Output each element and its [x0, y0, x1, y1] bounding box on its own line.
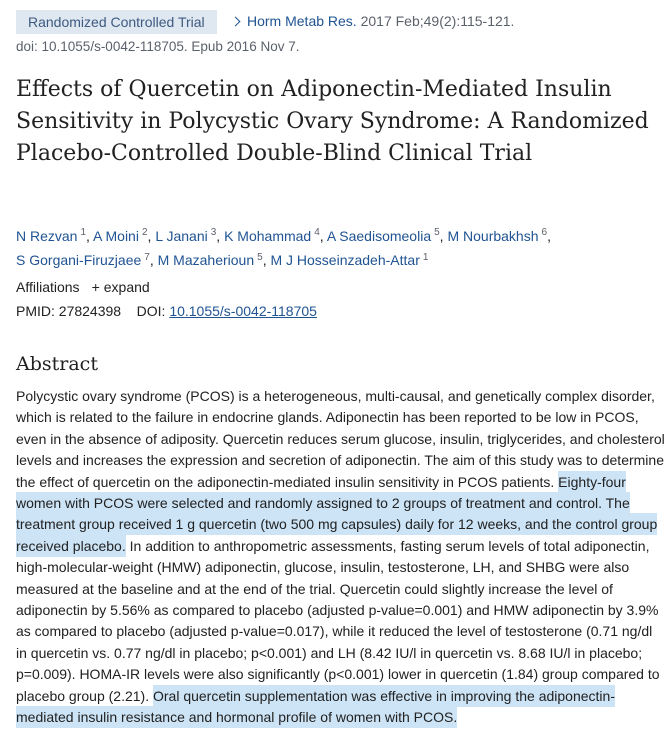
affiliation-number[interactable]: 5 [434, 227, 440, 238]
affiliation-number[interactable]: 5 [257, 251, 263, 263]
author-name[interactable]: A Moini [93, 227, 139, 244]
affiliations-label: Affiliations [16, 279, 80, 295]
author-name[interactable]: A Saedisomeolia [326, 227, 432, 244]
chevron-icon [230, 16, 241, 27]
separator: , [547, 227, 551, 244]
affiliation-number[interactable]: 4 [314, 227, 320, 238]
doi-link[interactable]: 10.1055/s-0042-118705 [169, 303, 317, 319]
author-name[interactable]: M Nourbakhsh [447, 227, 539, 244]
plus-icon[interactable]: + [91, 279, 100, 295]
affiliation-number[interactable]: 3 [210, 227, 217, 238]
author-name[interactable]: M J Hosseinzadeh-Attar [270, 252, 420, 269]
separator: , [147, 227, 152, 244]
article-title: Effects of Quercetin on Adiponectin-Medi… [16, 77, 649, 166]
separator: , [149, 252, 154, 269]
author: M J Hosseinzadeh-Attar 1 [270, 251, 429, 269]
citation: 2017 Feb;49(2):115-121. [360, 13, 515, 29]
separator: , [216, 227, 221, 244]
author: S Gorgani-Firuzjaee 7, [16, 251, 154, 269]
affiliation-number[interactable]: 6 [541, 227, 548, 238]
journal-citation: Horm Metab Res. 2017 Feb;49(2):115-121. [230, 12, 515, 30]
abstract-segment: Polycystic ovary syndrome (PCOS) is a he… [16, 388, 665, 490]
expand-button[interactable]: expand [103, 279, 150, 295]
author: A Moini 2, [93, 227, 152, 244]
separator: , [319, 227, 324, 244]
author: M Nourbakhsh 6, [447, 227, 551, 244]
author-name[interactable]: L Janani [155, 227, 208, 244]
article-type-badge: Randomized Controlled Trial [16, 10, 217, 34]
pmid-label: PMID: [16, 303, 55, 319]
author: L Janani 3, [155, 227, 221, 244]
author-name[interactable]: N Rezvan [16, 227, 78, 244]
author: A Saedisomeolia 5, [326, 227, 444, 244]
identifiers: PMID: 27824398 DOI: 10.1055/s-0042-11870… [16, 302, 317, 320]
abstract-text: Polycystic ovary syndrome (PCOS) is a he… [16, 386, 666, 729]
abstract-segment: In addition to anthropometric assessment… [16, 537, 660, 704]
affiliation-number[interactable]: 2 [141, 227, 148, 238]
doi-label: DOI: [136, 303, 166, 319]
author: M Mazaherioun 5, [157, 251, 267, 269]
affiliation-number[interactable]: 1 [422, 251, 429, 263]
author-name[interactable]: M Mazaherioun [157, 252, 255, 269]
separator: , [86, 227, 90, 244]
author-name[interactable]: K Mohammad [224, 227, 312, 244]
author: K Mohammad 4, [224, 227, 324, 244]
separator: , [262, 252, 267, 269]
affiliations: Affiliations + expand [16, 278, 150, 296]
affiliation-number[interactable]: 7 [144, 251, 150, 263]
abstract-heading: Abstract [16, 353, 98, 375]
doi-line: doi: 10.1055/s-0042-118705. Epub 2016 No… [16, 39, 300, 54]
author: N Rezvan 1, [16, 227, 90, 244]
author-name[interactable]: S Gorgani-Firuzjaee [16, 252, 142, 269]
pmid: 27824398 [58, 303, 122, 319]
author-list: N Rezvan 1, A Moini 2, L Janani 3, K Mohamm… [16, 222, 656, 271]
journal-link[interactable]: Horm Metab Res. [247, 13, 357, 29]
separator: , [439, 227, 444, 244]
highlighted-text: Oral quercetin supplementation was effec… [16, 684, 615, 729]
affiliation-number[interactable]: 1 [80, 227, 87, 238]
